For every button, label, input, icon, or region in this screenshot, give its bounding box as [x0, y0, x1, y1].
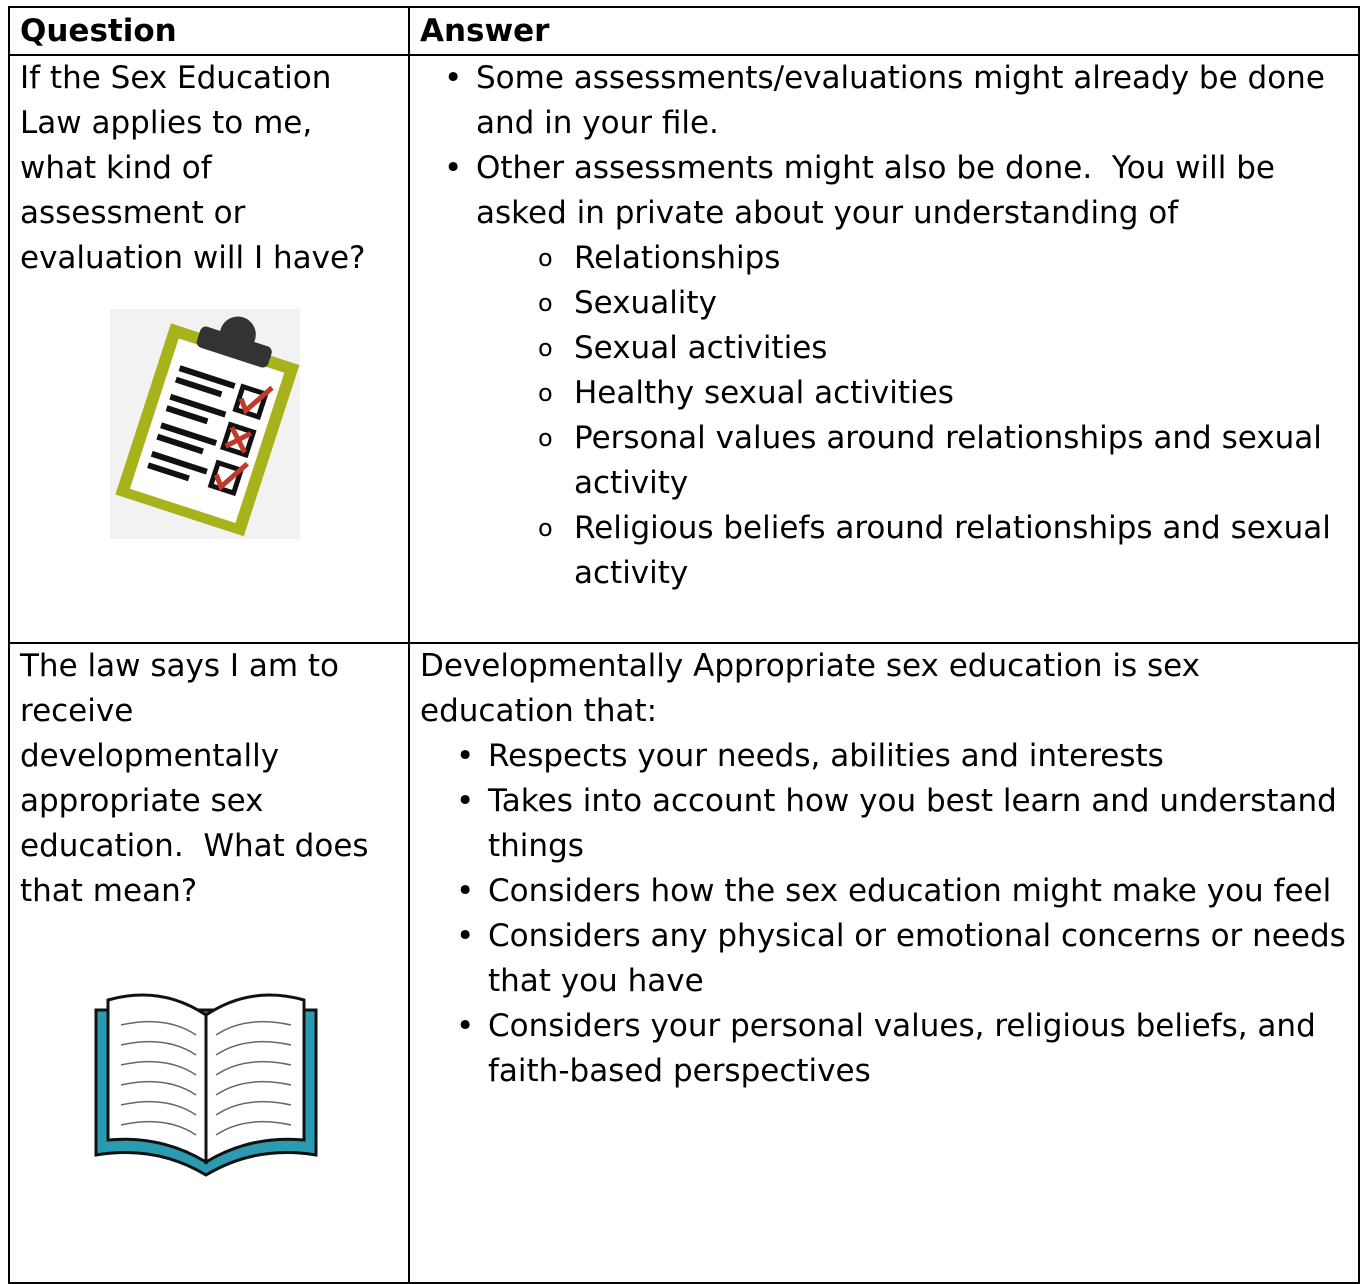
- bullet-item: Some assessments/evaluations might alrea…: [444, 56, 1348, 146]
- question: If the Sex Education Law applies to me, …: [20, 60, 366, 276]
- bullet-item: Other assessments might also be done. Yo…: [444, 146, 1348, 596]
- sub-item: Sexual activities: [538, 326, 1348, 371]
- sub-item: Healthy sexual activities: [538, 371, 1348, 416]
- row: If the Sex Education Law applies to me, …: [8, 54, 1360, 644]
- bullet-text: Takes into account how you best learn an…: [488, 783, 1347, 864]
- qa-table: Question Answer If the Sex Education Law…: [8, 6, 1360, 1284]
- row: The law says I am to receive development…: [8, 642, 1360, 1284]
- sub-item: Religious beliefs around relationships a…: [538, 506, 1348, 596]
- bullet-item: Considers any physical or emotional conc…: [456, 914, 1348, 1004]
- bullet-item: Respects your needs, abilities and inter…: [456, 734, 1348, 779]
- bullet-item: Considers your personal values, religiou…: [456, 1004, 1348, 1094]
- sub-list: Relationships Sexuality Sexual activitie…: [476, 236, 1348, 596]
- bullet-text: Some assessments/evaluations might alrea…: [476, 60, 1335, 141]
- question-cell: The law says I am to receive development…: [8, 642, 410, 1284]
- answer-cell: Some assessments/evaluations might alrea…: [408, 54, 1360, 644]
- answer-cell: Developmentally Appropriate sex educatio…: [408, 642, 1360, 1284]
- header-row: Question Answer: [8, 6, 1360, 56]
- page: Question Answer If the Sex Education Law…: [0, 0, 1367, 1257]
- bullet-list: Some assessments/evaluations might alrea…: [420, 56, 1348, 596]
- bullet-text: Considers any physical or emotional conc…: [488, 918, 1356, 999]
- bullet-text: Respects your needs, abilities and inter…: [488, 738, 1164, 774]
- question-cell: If the Sex Education Law applies to me, …: [8, 54, 410, 644]
- question: The law says I am to receive development…: [20, 648, 379, 909]
- header-cell: Question: [8, 6, 410, 56]
- sub-item: Sexuality: [538, 281, 1348, 326]
- bullet-text: Considers your personal values, religiou…: [488, 1008, 1326, 1089]
- bullet-text: Considers how the sex education might ma…: [488, 873, 1332, 909]
- sub-item: Relationships: [538, 236, 1348, 281]
- bullet-item: Considers how the sex education might ma…: [456, 869, 1348, 914]
- bullet-list: Respects your needs, abilities and inter…: [420, 734, 1348, 1094]
- bullet-text: Other assessments might also be done. Yo…: [476, 150, 1285, 231]
- book-icon: [94, 993, 318, 1177]
- header-cell: Answer: [408, 6, 1360, 56]
- sub-item: Personal values around relationships and…: [538, 416, 1348, 506]
- clipboard-icon: [110, 309, 300, 539]
- bullet-item: Takes into account how you best learn an…: [456, 779, 1348, 869]
- answer-intro: Developmentally Appropriate sex educatio…: [420, 648, 1210, 729]
